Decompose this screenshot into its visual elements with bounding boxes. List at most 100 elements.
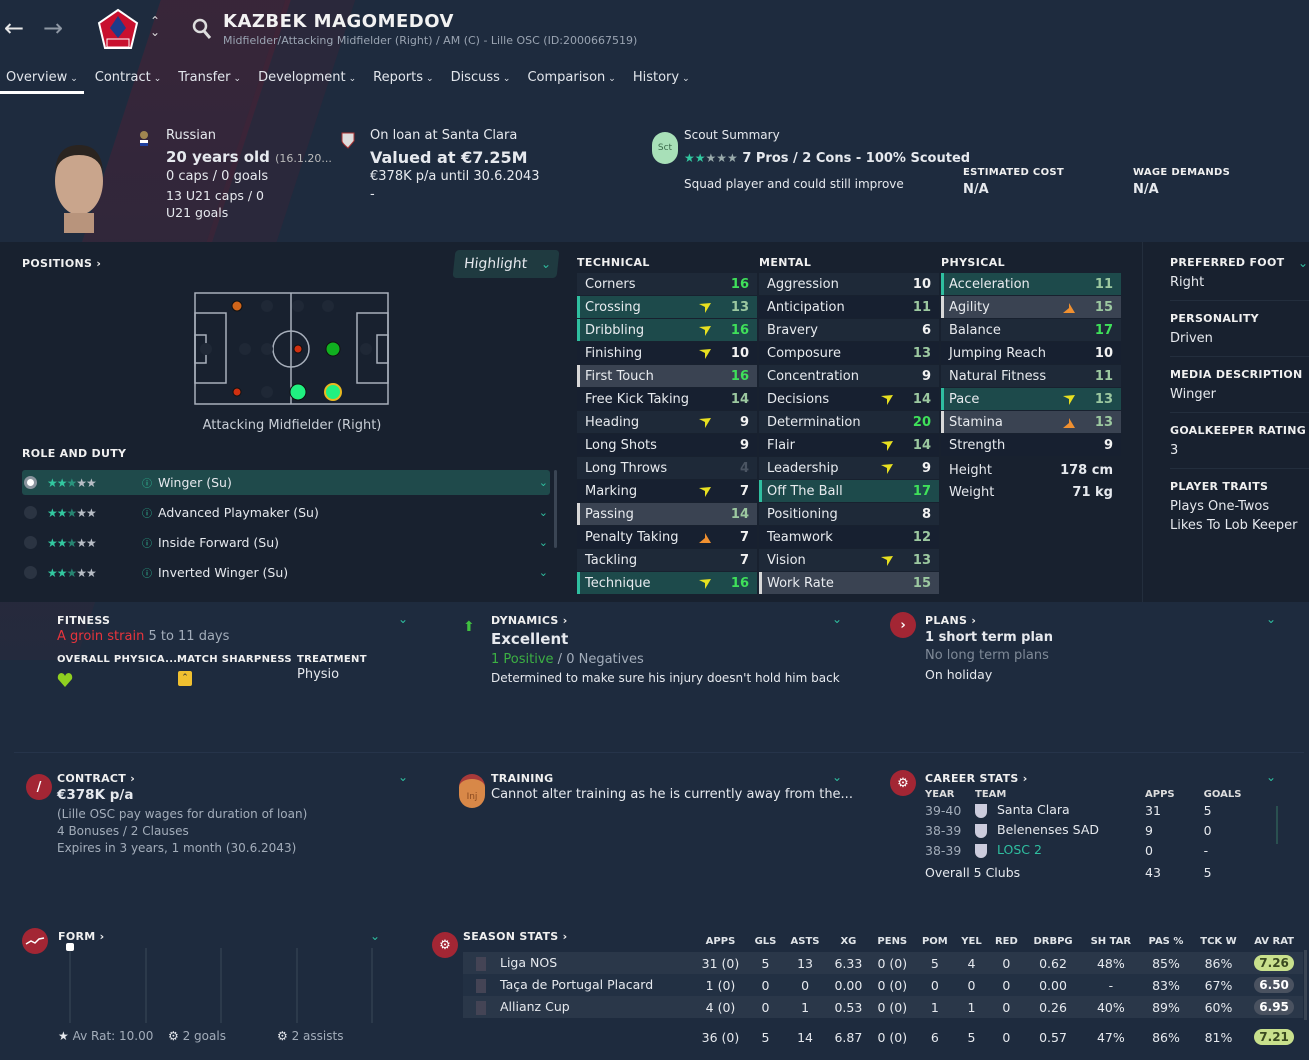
- scout-summary-title[interactable]: Scout Summary: [684, 128, 780, 142]
- form-title[interactable]: FORM ›: [58, 930, 105, 943]
- attribute-row[interactable]: Dribbling 16: [577, 319, 757, 341]
- attribute-row[interactable]: Vision 13: [759, 549, 939, 571]
- team[interactable]: Santa Clara: [975, 800, 1145, 820]
- attribute-row[interactable]: Determination 20: [759, 411, 939, 433]
- info-icon[interactable]: ⓘ: [142, 539, 152, 550]
- attribute-row[interactable]: First Touch 16: [577, 365, 757, 387]
- career-row[interactable]: 38-39 Belenenses SAD 9 0: [925, 820, 1275, 840]
- role-item[interactable]: ★★★★★ ⓘ Inverted Winger (Su) ⌄: [22, 560, 550, 585]
- info-icon[interactable]: ⓘ: [142, 509, 152, 520]
- attribute-row[interactable]: Anticipation 11: [759, 296, 939, 318]
- attribute-row[interactable]: Balance 17: [941, 319, 1121, 341]
- forward-button[interactable]: →: [43, 14, 64, 42]
- tab-overview[interactable]: Overview ⌄: [0, 68, 84, 94]
- chevron-down-icon[interactable]: ⌄: [538, 506, 548, 519]
- season-row[interactable]: Liga NOS 31 (0) 5 13 6.33 0 (0) 5 4 0 0.62 48% 85% 8…: [463, 952, 1303, 974]
- chevron-down-icon[interactable]: ⌄: [398, 770, 409, 784]
- chevron-down-icon[interactable]: ⌄: [538, 566, 548, 579]
- chevron-down-icon[interactable]: ⌄: [538, 536, 548, 549]
- chevron-down-icon[interactable]: ⌄: [398, 612, 409, 626]
- attribute-row[interactable]: Composure 13: [759, 342, 939, 364]
- attribute-row[interactable]: Acceleration 11: [941, 273, 1121, 295]
- tab-development[interactable]: Development ⌄: [252, 68, 362, 94]
- attribute-row[interactable]: Teamwork 12: [759, 526, 939, 548]
- plans-title[interactable]: PLANS ›: [925, 614, 977, 627]
- chevron-down-icon[interactable]: ⌄: [1298, 256, 1309, 270]
- attribute-row[interactable]: Pace 13: [941, 388, 1121, 410]
- tab-transfer[interactable]: Transfer ⌄: [172, 68, 247, 94]
- team-name[interactable]: Belenenses SAD: [997, 822, 1099, 838]
- attribute-row[interactable]: Strength 9: [941, 434, 1121, 456]
- info-icon[interactable]: ⓘ: [142, 479, 152, 490]
- injury-link[interactable]: A groin strain: [57, 629, 145, 644]
- player-switch-arrows-icon[interactable]: ⌃ ⌄: [150, 14, 161, 39]
- info-icon[interactable]: ⓘ: [142, 569, 152, 580]
- team-name[interactable]: LOSC 2: [997, 842, 1042, 858]
- attribute-row[interactable]: Free Kick Taking 14: [577, 388, 757, 410]
- attribute-row[interactable]: Agility 15: [941, 296, 1121, 318]
- season-scrollbar[interactable]: [1304, 950, 1307, 1020]
- role-item[interactable]: ★★★★★ ⓘ Winger (Su) ⌄: [22, 470, 550, 495]
- attribute-row[interactable]: Aggression 10: [759, 273, 939, 295]
- attribute-row[interactable]: Technique 16: [577, 572, 757, 594]
- chevron-down-icon[interactable]: ⌄: [1266, 770, 1277, 784]
- team[interactable]: LOSC 2: [975, 840, 1145, 860]
- attribute-row[interactable]: Finishing 10: [577, 342, 757, 364]
- tab-reports[interactable]: Reports ⌄: [367, 68, 439, 94]
- tab-comparison[interactable]: Comparison ⌄: [521, 68, 621, 94]
- attribute-row[interactable]: Stamina 13: [941, 411, 1121, 433]
- attribute-row[interactable]: Jumping Reach 10: [941, 342, 1121, 364]
- career-row[interactable]: 39-40 Santa Clara 31 5: [925, 800, 1275, 820]
- attribute-row[interactable]: Decisions 14: [759, 388, 939, 410]
- competition[interactable]: Liga NOS: [463, 952, 693, 974]
- competition-name[interactable]: Allianz Cup: [500, 999, 570, 1015]
- attribute-row[interactable]: Off The Ball 17: [759, 480, 939, 502]
- career-scrollbar[interactable]: [1276, 806, 1278, 844]
- radio-button[interactable]: [24, 566, 37, 579]
- highlight-dropdown[interactable]: Highlight ⌄: [452, 250, 560, 278]
- team-name[interactable]: Santa Clara: [997, 802, 1070, 818]
- chevron-down-icon[interactable]: ⌄: [370, 929, 381, 943]
- role-item[interactable]: ★★★★★ ⓘ Advanced Playmaker (Su) ⌄: [22, 500, 550, 525]
- attribute-row[interactable]: Marking 7: [577, 480, 757, 502]
- attribute-row[interactable]: Crossing 13: [577, 296, 757, 318]
- attribute-row[interactable]: Bravery 6: [759, 319, 939, 341]
- roles-scrollbar[interactable]: [554, 470, 557, 548]
- attribute-row[interactable]: Concentration 9: [759, 365, 939, 387]
- tab-history[interactable]: History ⌄: [627, 68, 696, 94]
- back-button[interactable]: ←: [4, 14, 25, 42]
- attribute-row[interactable]: Long Shots 9: [577, 434, 757, 456]
- career-stats-title[interactable]: CAREER STATS ›: [925, 772, 1028, 785]
- attribute-row[interactable]: Heading 9: [577, 411, 757, 433]
- dynamics-title[interactable]: DYNAMICS ›: [491, 614, 568, 627]
- attribute-row[interactable]: Passing 14: [577, 503, 757, 525]
- attribute-row[interactable]: Positioning 8: [759, 503, 939, 525]
- radio-button[interactable]: [24, 476, 37, 489]
- competition-name[interactable]: Liga NOS: [500, 955, 558, 971]
- attribute-row[interactable]: Work Rate 15: [759, 572, 939, 594]
- attribute-row[interactable]: Tackling 7: [577, 549, 757, 571]
- search-icon[interactable]: [192, 18, 212, 44]
- season-stats-title[interactable]: SEASON STATS ›: [463, 930, 568, 943]
- chevron-down-icon[interactable]: ⌄: [832, 770, 843, 784]
- tab-discuss[interactable]: Discuss ⌄: [445, 68, 517, 94]
- attribute-row[interactable]: Natural Fitness 11: [941, 365, 1121, 387]
- radio-button[interactable]: [24, 506, 37, 519]
- competition-name[interactable]: Taça de Portugal Placard: [500, 977, 654, 993]
- role-item[interactable]: ★★★★★ ⓘ Inside Forward (Su) ⌄: [22, 530, 550, 555]
- competition[interactable]: Taça de Portugal Placard: [463, 974, 693, 996]
- loan-status[interactable]: On loan at Santa Clara: [370, 128, 518, 143]
- team[interactable]: Belenenses SAD: [975, 820, 1145, 840]
- attribute-row[interactable]: Flair 14: [759, 434, 939, 456]
- chevron-down-icon[interactable]: ⌄: [538, 476, 548, 489]
- career-row[interactable]: 38-39 LOSC 2 0 -: [925, 840, 1275, 860]
- radio-button[interactable]: [24, 536, 37, 549]
- chevron-down-icon[interactable]: ⌄: [832, 612, 843, 626]
- positions-title[interactable]: POSITIONS ›: [22, 257, 102, 270]
- attribute-row[interactable]: Long Throws 4: [577, 457, 757, 479]
- competition[interactable]: Allianz Cup: [463, 996, 693, 1018]
- season-row[interactable]: Allianz Cup 4 (0) 0 1 0.53 0 (0) 1 1 0 0.26 40% 89%…: [463, 996, 1303, 1018]
- club-badge[interactable]: [96, 8, 140, 56]
- chevron-down-icon[interactable]: ⌄: [1266, 612, 1277, 626]
- attribute-row[interactable]: Corners 16: [577, 273, 757, 295]
